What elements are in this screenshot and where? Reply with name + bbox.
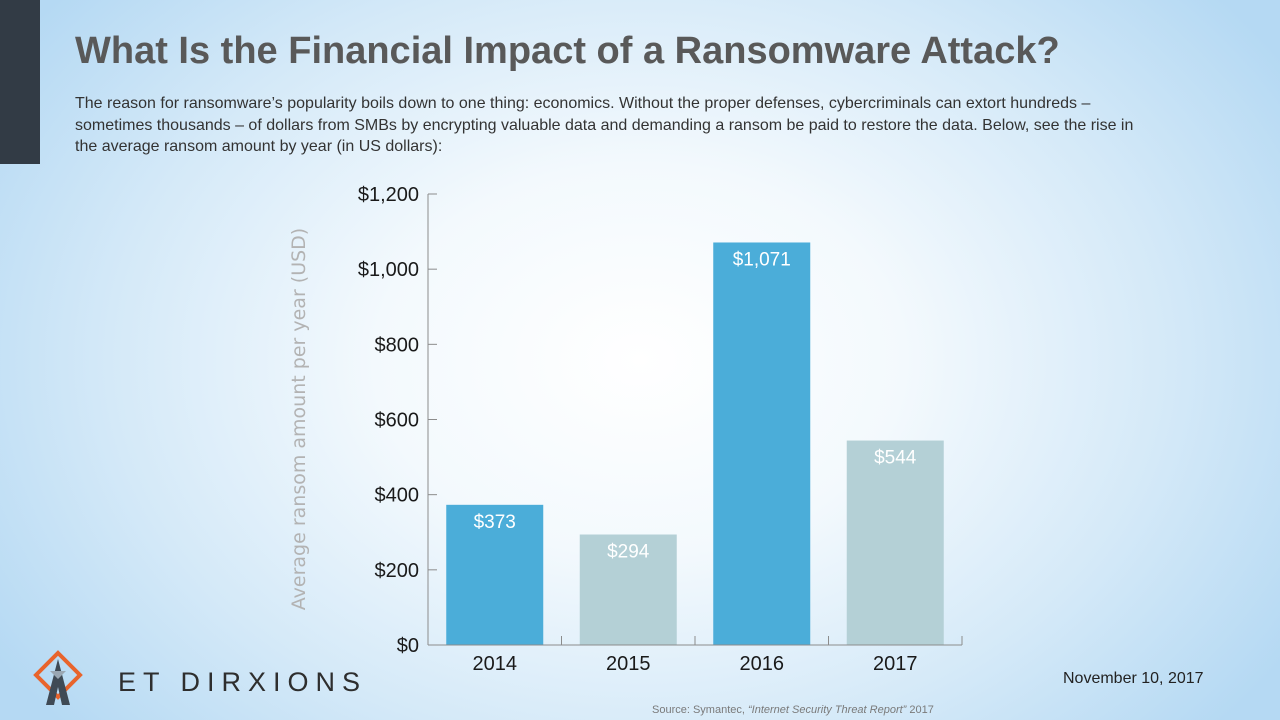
bar-2015: [579, 534, 677, 645]
x-tick-label-2017: 2017: [873, 653, 918, 675]
chart-labels: $373 2014 $294 2015 $1,071 2016 $544 2017 $0 $200…: [288, 184, 918, 675]
logo-text: ET DIRXIONS: [118, 667, 368, 697]
company-logo: ET DIRXIONS: [28, 645, 360, 715]
y-tick-label-1200: $1,200: [358, 184, 419, 206]
source-citation: Source: Symantec, “Internet Security Thr…: [652, 704, 934, 716]
data-label-2015: $294: [607, 542, 650, 563]
data-label-2017: $544: [874, 448, 917, 469]
y-tick-label-200: $200: [375, 560, 420, 582]
slide-title: What Is the Financial Impact of a Ransom…: [75, 30, 1060, 72]
source-year: 2017: [906, 704, 934, 716]
data-label-2016: $1,071: [733, 249, 791, 270]
y-tick-label-0: $0: [397, 635, 419, 657]
source-title: “Internet Security Threat Report”: [748, 704, 907, 716]
y-tick-label-400: $400: [375, 485, 420, 507]
bar-2016: [713, 242, 811, 646]
x-tick-label-2014: 2014: [473, 653, 518, 675]
accent-bar: [0, 0, 40, 164]
slide-date: November 10, 2017: [1063, 670, 1204, 687]
slide-subtitle: The reason for ransomware’s popularity b…: [75, 95, 1134, 155]
logo-mark-icon: [33, 650, 83, 705]
source-prefix: Source: Symantec,: [652, 704, 748, 716]
data-label-2014: $373: [474, 512, 516, 533]
bar-2014: [446, 504, 544, 645]
bar-2017: [846, 440, 944, 645]
chart-axes: [427, 193, 963, 646]
x-tick-label-2016: 2016: [740, 653, 785, 675]
y-tick-label-800: $800: [375, 334, 420, 356]
x-tick-label-2015: 2015: [606, 653, 651, 675]
y-axis-label: Average ransom amount per year (USD): [288, 228, 310, 610]
y-tick-label-1000: $1,000: [358, 259, 419, 281]
y-tick-label-600: $600: [375, 410, 420, 432]
chart-bars: [446, 242, 944, 646]
